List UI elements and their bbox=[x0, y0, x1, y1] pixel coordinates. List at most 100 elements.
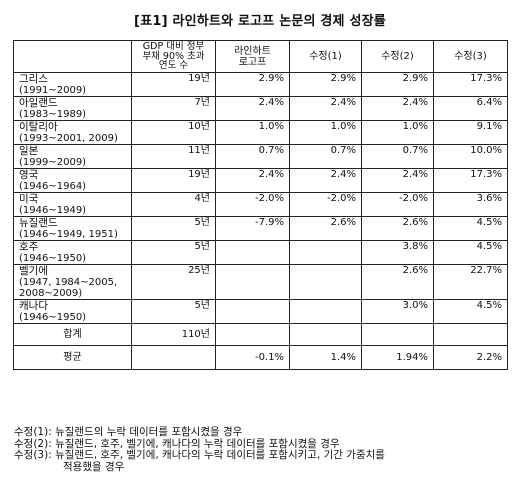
table-title: [표1] 라인하트와 로고프 논문의 경제 성장률 bbox=[134, 14, 386, 29]
rev3-cell: 3.6% bbox=[433, 192, 508, 217]
table-row: 벨기에 (1947, 1984~2005, 2008~2009) 25년 2.6… bbox=[13, 264, 508, 300]
country-period: (1946~1950) bbox=[19, 252, 87, 264]
table-row: 그리스 (1991~2009) 19년 2.9% 2.9% 2.9% 17.3% bbox=[13, 72, 508, 97]
average-empty-cell bbox=[131, 345, 216, 370]
rev2-cell: 2.6% bbox=[361, 264, 434, 300]
table-row: 캐나다 (1946~1950) 5년 3.0% 4.5% bbox=[13, 299, 508, 324]
country-period: (1946~1949, 1951) bbox=[19, 228, 118, 240]
total-years: 110년 bbox=[131, 323, 216, 346]
total-label: 합계 bbox=[13, 323, 132, 346]
rev2-cell: -2.0% bbox=[361, 192, 434, 217]
rev1-cell: 1.0% bbox=[289, 120, 362, 145]
rr-cell: 1.0% bbox=[215, 120, 290, 145]
average-rev2: 1.94% bbox=[361, 345, 434, 370]
rev2-cell: 0.7% bbox=[361, 144, 434, 169]
header-reinhart-rogoff: 라인하트 로고프 bbox=[215, 40, 290, 73]
footnote-revision-3-continued: 적용했을 경우 bbox=[63, 460, 125, 473]
rev3-cell: 4.5% bbox=[433, 240, 508, 265]
years-cell: 11년 bbox=[131, 144, 216, 169]
header-years-line2: 부채 90% 초과 bbox=[142, 50, 205, 62]
header-rr-line1: 라인하트 bbox=[234, 45, 271, 57]
rr-cell: 2.9% bbox=[215, 72, 290, 97]
country-name: 이탈리아 bbox=[19, 120, 58, 133]
country-cell: 미국 (1946~1949) bbox=[13, 192, 132, 217]
country-cell: 호주 (1946~1950) bbox=[13, 240, 132, 265]
country-cell: 일본 (1999~2009) bbox=[13, 144, 132, 169]
total-empty-cell bbox=[289, 323, 362, 346]
rev2-cell: 2.6% bbox=[361, 216, 434, 241]
country-period: (1991~2009) bbox=[19, 84, 87, 96]
years-cell: 7년 bbox=[131, 96, 216, 121]
total-row: 합계 110년 bbox=[13, 323, 508, 346]
rev1-cell: -2.0% bbox=[289, 192, 362, 217]
country-period: (1946~1950) bbox=[19, 311, 87, 323]
years-cell: 5년 bbox=[131, 240, 216, 265]
country-name: 그리스 bbox=[19, 72, 48, 85]
rev1-cell bbox=[289, 264, 362, 300]
rev1-cell: 2.4% bbox=[289, 168, 362, 193]
rev3-cell: 9.1% bbox=[433, 120, 508, 145]
rev1-cell: 0.7% bbox=[289, 144, 362, 169]
rev3-cell: 6.4% bbox=[433, 96, 508, 121]
total-empty-cell bbox=[361, 323, 434, 346]
rr-cell: 2.4% bbox=[215, 168, 290, 193]
years-cell: 5년 bbox=[131, 299, 216, 324]
country-name: 뉴질랜드 bbox=[19, 216, 58, 229]
table-row: 일본 (1999~2009) 11년 0.7% 0.7% 0.7% 10.0% bbox=[13, 144, 508, 169]
country-cell: 캐나다 (1946~1950) bbox=[13, 299, 132, 324]
country-name: 일본 bbox=[19, 144, 39, 157]
header-rr-line2: 로고프 bbox=[238, 56, 267, 68]
average-rev3: 2.2% bbox=[433, 345, 508, 370]
rr-cell bbox=[215, 299, 290, 324]
rev3-cell: 22.7% bbox=[433, 264, 508, 300]
rr-cell: -2.0% bbox=[215, 192, 290, 217]
average-label: 평균 bbox=[13, 345, 132, 370]
rev1-cell bbox=[289, 240, 362, 265]
years-cell: 25년 bbox=[131, 264, 216, 300]
average-rr: -0.1% bbox=[215, 345, 290, 370]
country-cell: 그리스 (1991~2009) bbox=[13, 72, 132, 97]
country-cell: 벨기에 (1947, 1984~2005, 2008~2009) bbox=[13, 264, 132, 300]
rev2-cell: 2.4% bbox=[361, 168, 434, 193]
country-period: (1983~1989) bbox=[19, 108, 87, 120]
rev1-cell: 2.6% bbox=[289, 216, 362, 241]
header-years-line1: GDP 대비 정부 bbox=[142, 41, 205, 53]
country-name: 미국 bbox=[19, 192, 39, 205]
country-name: 호주 bbox=[19, 240, 39, 253]
years-cell: 19년 bbox=[131, 168, 216, 193]
country-period: (1999~2009) bbox=[19, 156, 87, 168]
footnotes: 수정(1): 뉴질랜드의 누락 데이터를 포함시켰을 경우 수정(2): 뉴질랜… bbox=[14, 426, 514, 473]
country-name: 캐나다 bbox=[19, 299, 48, 312]
rev2-cell: 2.9% bbox=[361, 72, 434, 97]
header-revision-3: 수정(3) bbox=[433, 40, 508, 73]
country-period: (1946~1949) bbox=[19, 204, 87, 216]
rev2-cell: 3.8% bbox=[361, 240, 434, 265]
growth-table: GDP 대비 정부 부채 90% 초과 연도 수 라인하트 로고프 수정(1) … bbox=[13, 40, 508, 370]
rev3-cell: 17.3% bbox=[433, 72, 508, 97]
footnote-revision-2: 수정(2): 뉴질랜드, 호주, 벨기에, 캐나다의 누락 데이터를 포함시켰을… bbox=[14, 437, 340, 450]
rev1-cell bbox=[289, 299, 362, 324]
rr-cell bbox=[215, 264, 290, 300]
country-period: (1993~2001, 2009) bbox=[19, 132, 118, 144]
rev1-cell: 2.9% bbox=[289, 72, 362, 97]
country-period: (1947, 1984~2005, bbox=[19, 276, 118, 288]
table-row: 미국 (1946~1949) 4년 -2.0% -2.0% -2.0% 3.6% bbox=[13, 192, 508, 217]
rev3-cell: 17.3% bbox=[433, 168, 508, 193]
rr-cell: 0.7% bbox=[215, 144, 290, 169]
table-row: 아일랜드 (1983~1989) 7년 2.4% 2.4% 2.4% 6.4% bbox=[13, 96, 508, 121]
rev1-cell: 2.4% bbox=[289, 96, 362, 121]
table-row: 이탈리아 (1993~2001, 2009) 10년 1.0% 1.0% 1.0… bbox=[13, 120, 508, 145]
average-row: 평균 -0.1% 1.4% 1.94% 2.2% bbox=[13, 345, 508, 370]
header-years-line3: 연도 수 bbox=[158, 60, 189, 72]
rr-cell: 2.4% bbox=[215, 96, 290, 121]
rev3-cell: 10.0% bbox=[433, 144, 508, 169]
country-name: 영국 bbox=[19, 168, 39, 181]
header-years-over-90: GDP 대비 정부 부채 90% 초과 연도 수 bbox=[131, 40, 216, 73]
header-revision-2: 수정(2) bbox=[361, 40, 434, 73]
average-rev1: 1.4% bbox=[289, 345, 362, 370]
country-cell: 영국 (1946~1964) bbox=[13, 168, 132, 193]
years-cell: 10년 bbox=[131, 120, 216, 145]
years-cell: 19년 bbox=[131, 72, 216, 97]
rev3-cell: 4.5% bbox=[433, 216, 508, 241]
rev2-cell: 2.4% bbox=[361, 96, 434, 121]
